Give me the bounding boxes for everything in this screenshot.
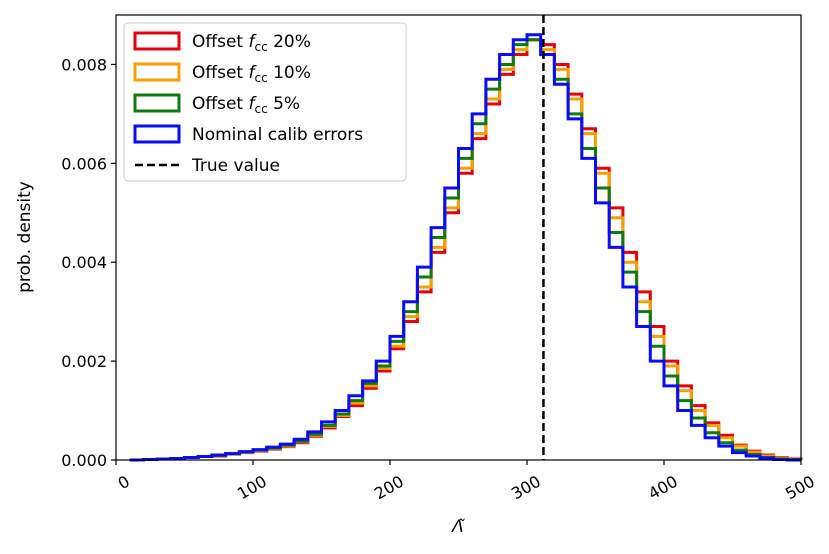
legend-label-2: Offset fcc 10% (192, 63, 311, 85)
y-tick-label: 0.002 (61, 352, 107, 371)
x-tick-label: 100 (234, 472, 270, 504)
legend-label-4: Nominal calib errors (192, 125, 363, 145)
legend-label-1: Offset fcc 20% (192, 32, 311, 54)
x-tick-label: 300 (508, 472, 544, 504)
plot-frame (115, 14, 802, 461)
legend-swatch-1 (133, 31, 181, 51)
legend-label-true-value: True value (191, 156, 280, 176)
x-tick-label: 400 (645, 472, 681, 504)
y-tick-label: 0.004 (61, 253, 107, 272)
legend-swatch-2 (133, 62, 181, 82)
x-axis: 0 100 200 300 400 500 (115, 460, 818, 503)
y-tick-label: 0.000 (61, 451, 107, 470)
legend-swatch-4 (133, 124, 181, 144)
legend-box (123, 22, 407, 182)
histogram-series-4 (129, 33, 801, 462)
x-axis-label: Λ̃ (450, 517, 466, 537)
y-axis: 0.000 0.002 0.004 0.006 0.008 (61, 55, 116, 470)
legend-swatch-3 (133, 93, 181, 113)
legend-label-3: Offset fcc 5% (192, 94, 300, 116)
x-tick-label: 200 (371, 472, 407, 504)
y-tick-label: 0.008 (61, 55, 107, 74)
y-axis-label: prob. density (15, 181, 35, 293)
legend: Offset fcc 20% Offset fcc 10% Offset fcc 5… (123, 22, 407, 182)
x-tick-label: 0 (115, 472, 133, 494)
x-tick-label: 500 (782, 472, 818, 504)
y-tick-label: 0.006 (61, 154, 107, 173)
series-layer (129, 33, 803, 462)
